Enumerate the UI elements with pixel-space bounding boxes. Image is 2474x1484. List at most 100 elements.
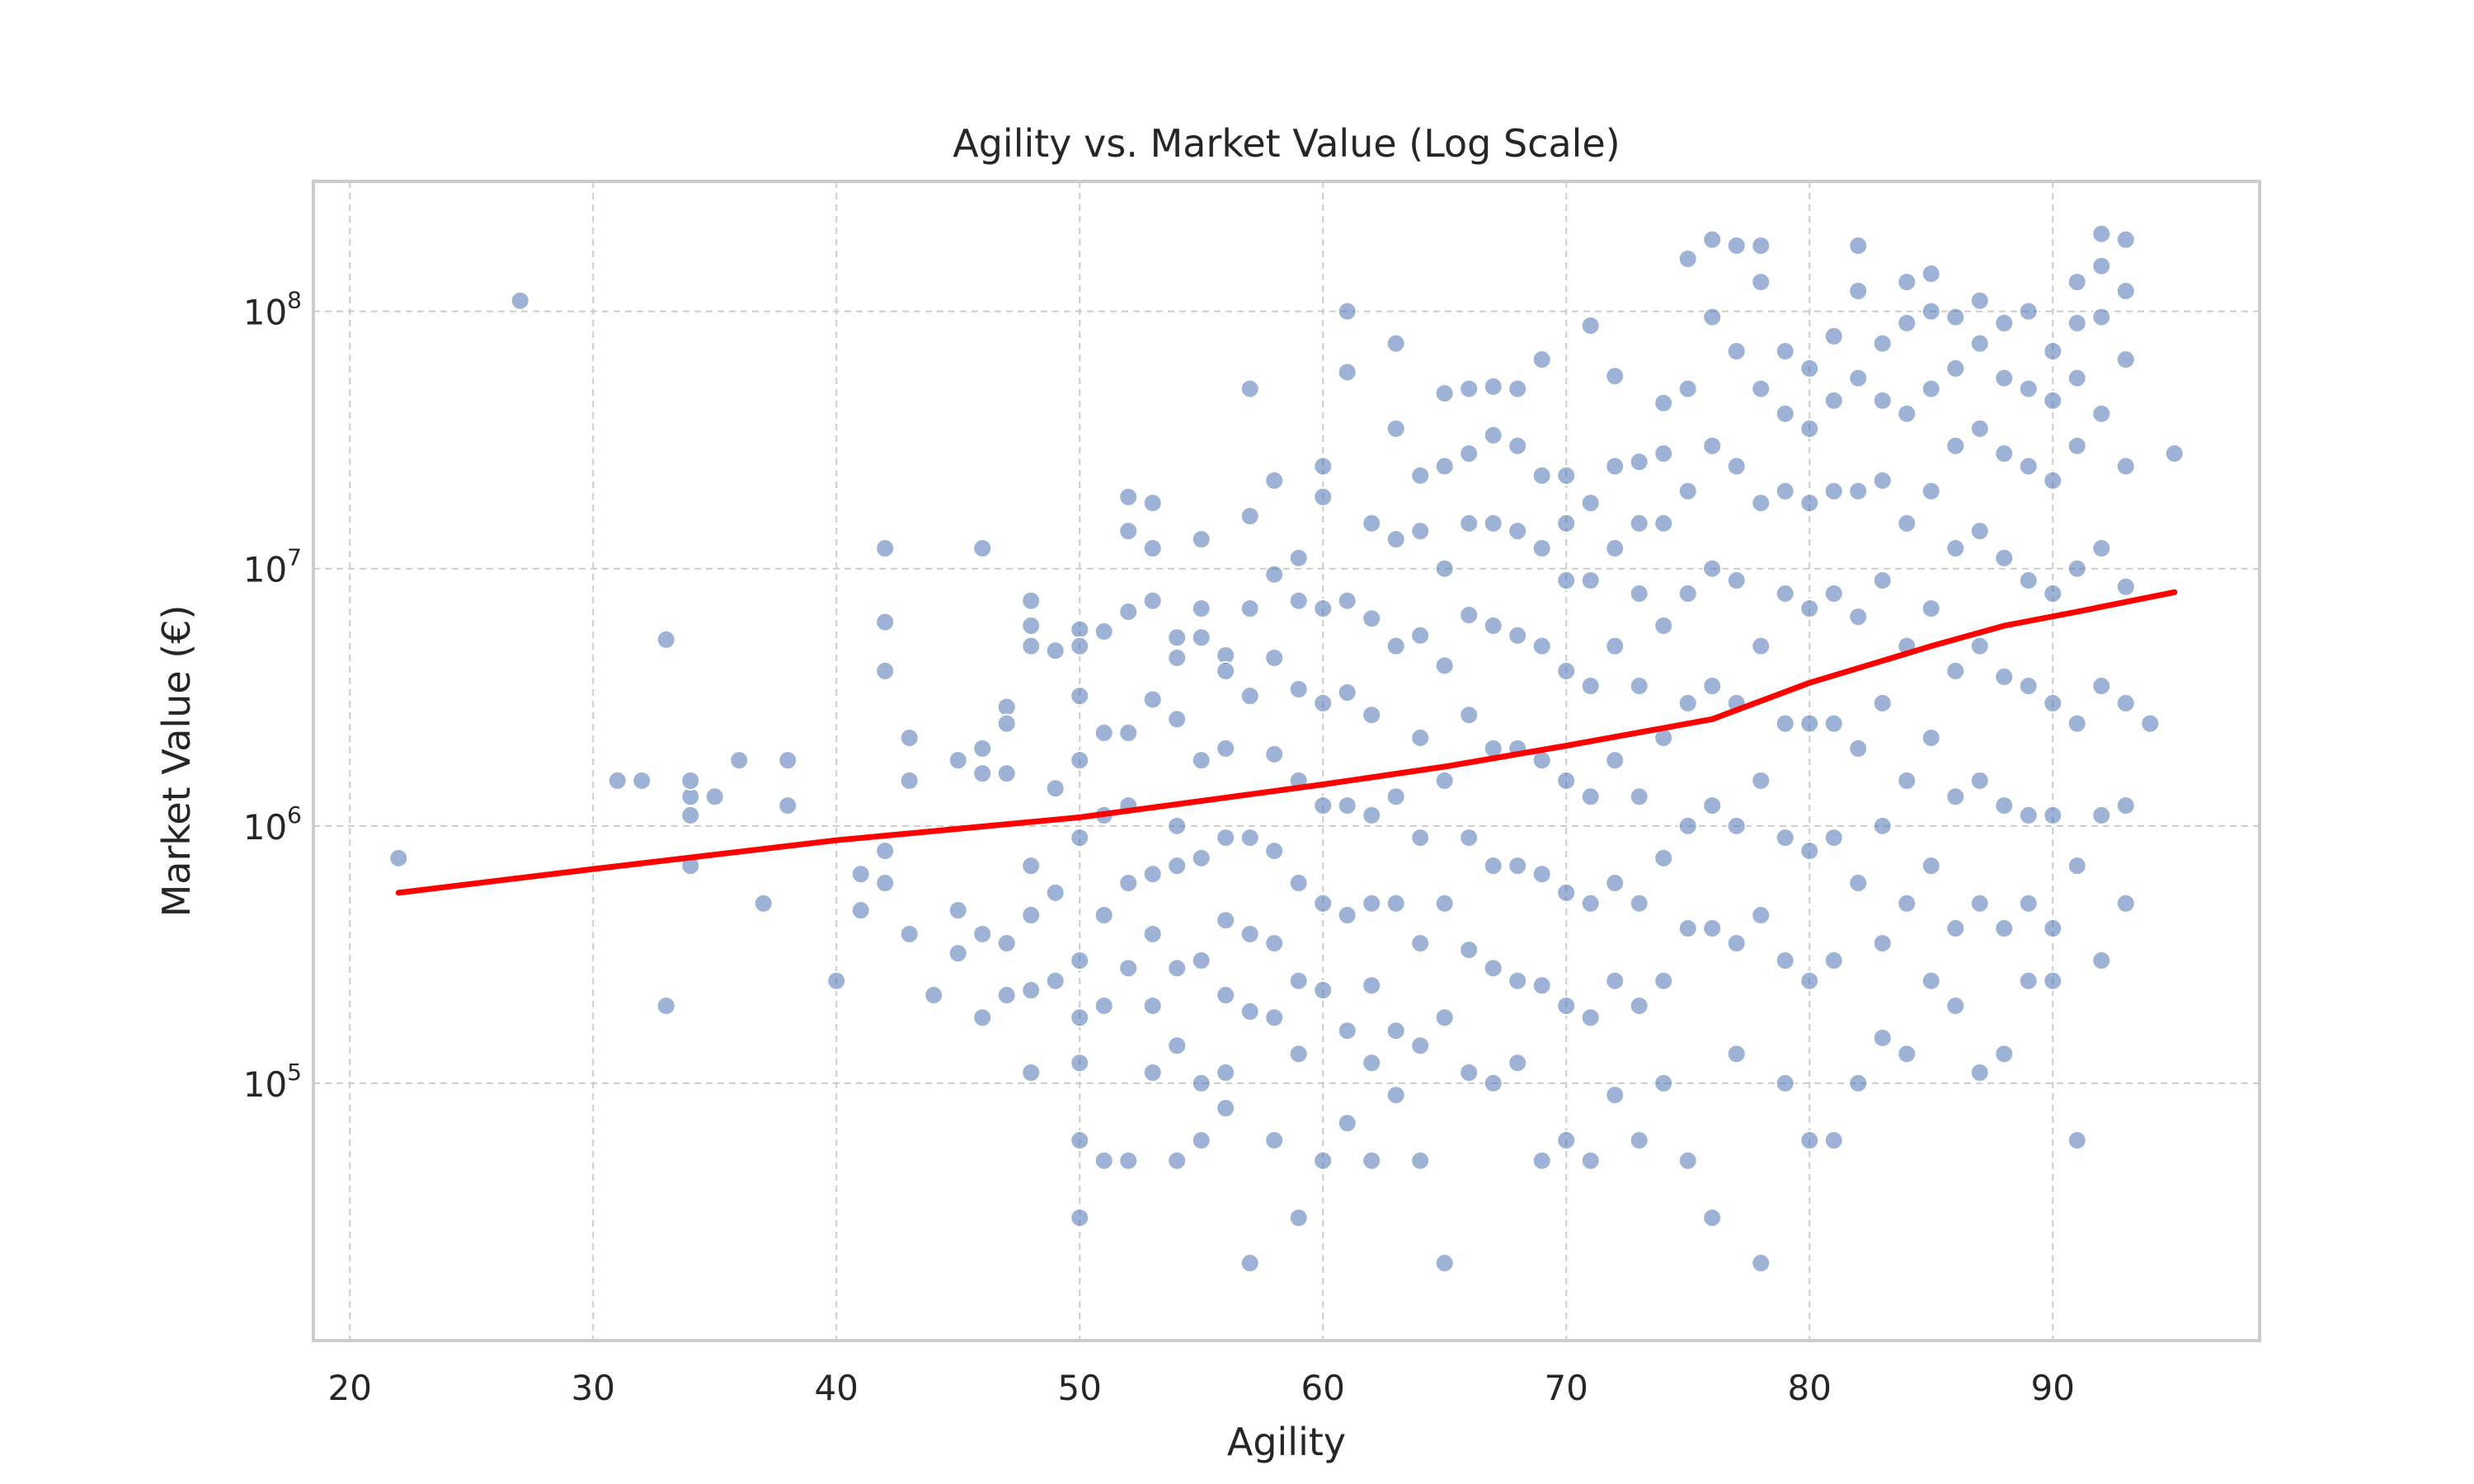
data-point	[1726, 815, 1747, 836]
data-point	[1945, 787, 1966, 807]
data-point	[1872, 933, 1893, 954]
data-point	[1629, 1130, 1649, 1151]
data-point	[1775, 481, 1795, 501]
data-point	[1239, 686, 1260, 707]
data-point	[1337, 1113, 1357, 1134]
data-point	[2043, 805, 2063, 825]
data-point	[778, 796, 798, 816]
data-point	[1823, 390, 1844, 411]
data-point	[1897, 403, 1917, 424]
data-point	[1410, 465, 1431, 486]
data-point	[1969, 521, 1990, 542]
data-point	[1385, 1021, 1406, 1041]
data-point	[1216, 910, 1236, 931]
data-point	[1385, 333, 1406, 354]
data-point	[1823, 583, 1844, 603]
data-point	[1070, 636, 1090, 656]
trend-layer	[395, 589, 2178, 896]
data-point	[1191, 848, 1211, 868]
data-point	[1872, 470, 1893, 491]
data-point	[1677, 693, 1698, 713]
data-point	[1994, 368, 2015, 388]
y-tick-label: 105	[243, 1059, 302, 1105]
data-point	[1653, 615, 1674, 636]
data-point	[1775, 340, 1795, 361]
data-point	[1434, 456, 1455, 477]
data-point	[1507, 1053, 1528, 1073]
data-point	[680, 770, 701, 791]
data-point	[1313, 693, 1333, 713]
data-point	[753, 893, 774, 913]
data-point	[2067, 435, 2087, 456]
data-point	[1483, 425, 1503, 445]
data-point	[1897, 893, 1917, 913]
data-point	[1580, 571, 1601, 591]
data-point	[996, 713, 1017, 734]
data-point	[1362, 705, 1382, 726]
data-point	[1969, 770, 1990, 791]
data-point	[1605, 970, 1625, 991]
y-tick-label: 106	[243, 801, 302, 848]
x-tick-label: 80	[1788, 1368, 1832, 1408]
data-point	[1459, 828, 1479, 848]
data-point	[1580, 1007, 1601, 1028]
data-point	[1969, 636, 1990, 656]
data-point	[1216, 985, 1236, 1006]
x-tick-label: 90	[2031, 1368, 2075, 1408]
data-point	[1239, 1001, 1260, 1021]
data-point	[1264, 564, 1285, 585]
data-point	[1288, 1208, 1309, 1228]
data-point	[2043, 340, 2063, 361]
data-point	[1751, 493, 1771, 514]
data-point	[388, 848, 409, 868]
data-point	[1629, 452, 1649, 472]
data-point	[1556, 1130, 1577, 1151]
data-point	[1799, 1130, 1820, 1151]
data-point	[996, 697, 1017, 717]
data-point	[1167, 1150, 1188, 1171]
data-point	[1848, 738, 1869, 758]
data-point	[996, 933, 1017, 954]
data-point	[1118, 958, 1139, 979]
data-point	[1823, 951, 1844, 971]
data-point	[2091, 676, 2112, 697]
data-point	[899, 923, 920, 944]
data-point	[1337, 1021, 1357, 1041]
data-point	[1848, 280, 1869, 301]
data-point	[1021, 856, 1042, 876]
data-point	[1848, 1073, 1869, 1093]
data-point	[1410, 521, 1431, 542]
data-point	[2115, 693, 2136, 713]
data-point	[1385, 787, 1406, 807]
data-point	[948, 943, 968, 964]
y-axis-label: Market Value (€)	[154, 605, 199, 918]
data-point	[2115, 456, 2136, 477]
data-point	[1362, 513, 1382, 533]
data-point	[1118, 521, 1139, 542]
data-point	[948, 900, 968, 921]
data-point	[1045, 778, 1065, 799]
data-point	[1337, 796, 1357, 816]
data-point	[1288, 873, 1309, 894]
data-point	[1216, 738, 1236, 758]
data-point	[1823, 713, 1844, 734]
data-point	[1994, 312, 2015, 333]
data-point	[1702, 229, 1723, 250]
data-point	[1434, 383, 1455, 404]
data-point	[1410, 828, 1431, 848]
data-point	[1921, 481, 1941, 501]
data-point	[778, 750, 798, 771]
data-point	[1726, 340, 1747, 361]
data-point	[1070, 951, 1090, 971]
data-point	[875, 873, 896, 894]
data-point	[1459, 444, 1479, 464]
data-point	[2043, 693, 2063, 713]
data-point	[1605, 750, 1625, 771]
data-point	[1216, 1098, 1236, 1119]
data-point	[1434, 1253, 1455, 1274]
data-point	[2115, 350, 2136, 370]
chart-title: Agility vs. Market Value (Log Scale)	[952, 121, 1620, 166]
data-point	[1239, 506, 1260, 527]
data-point	[1167, 647, 1188, 668]
